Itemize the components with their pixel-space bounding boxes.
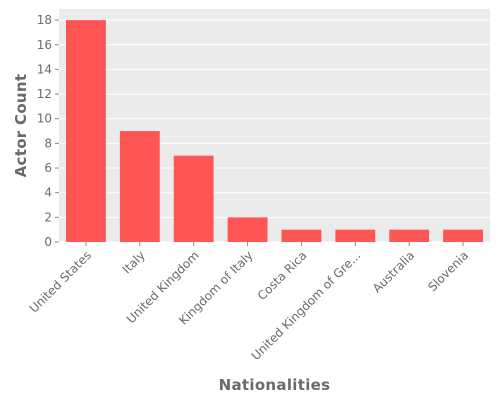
- bar-3: [227, 217, 268, 242]
- bar-5: [335, 229, 376, 242]
- y-tick-label: 4: [44, 186, 52, 200]
- y-axis-ticks: 0 2 4 6 8 10 12 14 16 18: [37, 13, 59, 249]
- bar-1: [119, 131, 160, 242]
- bars: [66, 20, 483, 242]
- bar-2: [173, 155, 214, 242]
- y-tick-label: 2: [44, 210, 52, 224]
- y-tick-label: 12: [37, 87, 52, 101]
- x-tick-label: Italy: [120, 248, 148, 276]
- y-tick-label: 18: [37, 13, 52, 27]
- y-tick-label: 14: [37, 62, 52, 76]
- y-tick-label: 0: [44, 235, 52, 249]
- x-tick-label: United States: [27, 248, 94, 315]
- y-tick-label: 6: [44, 161, 52, 175]
- y-tick-label: 16: [37, 38, 52, 52]
- bar-0: [66, 20, 106, 242]
- bar-6: [389, 229, 430, 242]
- bar-4: [281, 229, 322, 242]
- y-tick-label: 8: [44, 136, 52, 150]
- y-axis-title: Actor Count: [12, 74, 30, 178]
- y-tick-label: 10: [37, 112, 52, 126]
- x-tick-label: United Kingdom of Gre...: [249, 248, 364, 363]
- x-tick-label: Slovenia: [425, 248, 471, 294]
- x-tick-label: Australia: [370, 248, 417, 295]
- x-tick-label: Costa Rica: [255, 248, 310, 303]
- x-axis-title: Nationalities: [219, 376, 331, 394]
- bar-7: [443, 229, 483, 242]
